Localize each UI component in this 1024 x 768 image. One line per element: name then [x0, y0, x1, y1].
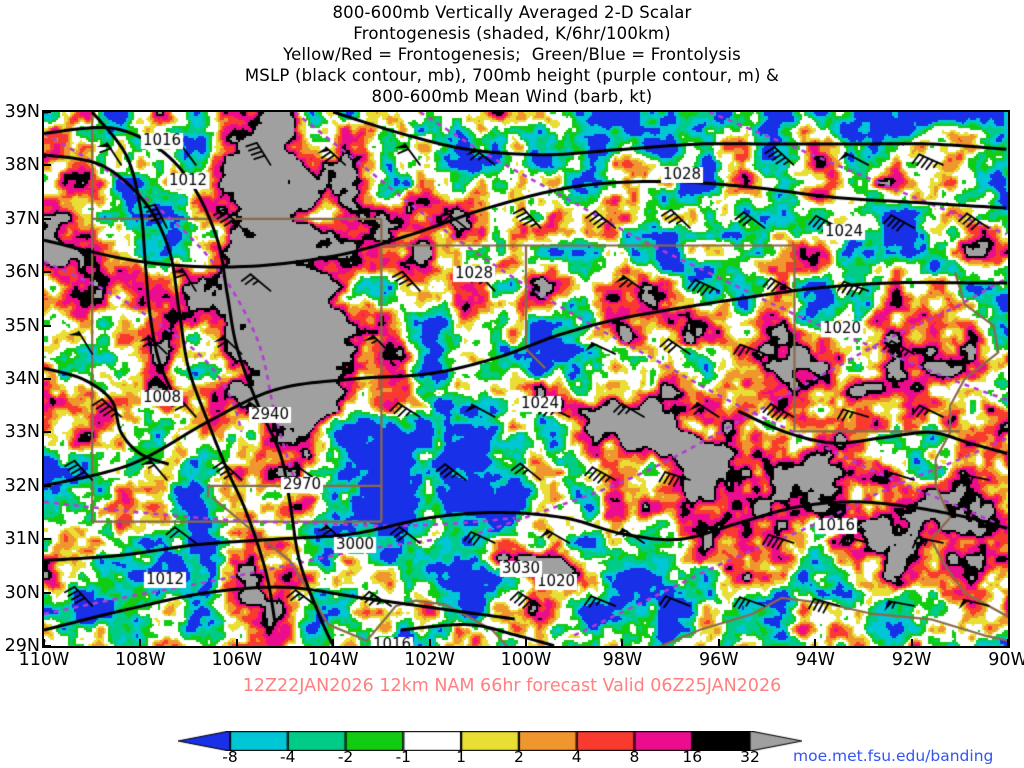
title-line-1: 800-600mb Vertically Averaged 2-D Scalar	[332, 3, 692, 22]
colorbar-tick-label: 8	[629, 748, 640, 766]
title-line-2: Frontogenesis (shaded, K/6hr/100km)	[353, 24, 671, 43]
map-plot-frame	[42, 110, 1010, 648]
chart-title-block: 800-600mb Vertically Averaged 2-D Scalar…	[0, 2, 1024, 107]
colorbar-tick-label: -2	[337, 748, 354, 766]
frontogenesis-map	[44, 112, 1008, 646]
y-axis-tick-label: 35N	[4, 315, 40, 336]
colorbar-tick-label: -8	[222, 748, 238, 766]
x-axis-tick-label: 100W	[500, 650, 552, 670]
colorbar-swatches	[178, 731, 802, 751]
x-axis-tick-label: 98W	[602, 650, 643, 670]
x-axis-tick-label: 92W	[891, 650, 932, 670]
y-axis-tick-label: 30N	[4, 582, 40, 603]
x-axis-tick-label: 90W	[988, 650, 1024, 670]
y-axis-tick-label: 38N	[4, 155, 40, 176]
y-axis-tick-label: 33N	[4, 422, 40, 443]
x-axis-tick-label: 110W	[18, 650, 70, 670]
colorbar-tick-label: -1	[395, 748, 412, 766]
y-axis-tick-label: 37N	[4, 208, 40, 229]
x-axis-tick-label: 106W	[211, 650, 263, 670]
colorbar-tick-label: -4	[280, 748, 296, 766]
y-axis-tick-label: 31N	[4, 529, 40, 550]
watermark-label: moe.met.fsu.edu/banding	[793, 747, 994, 765]
x-axis-tick-label: 96W	[699, 650, 739, 670]
colorbar	[178, 731, 802, 751]
x-axis-tick-label: 94W	[795, 650, 835, 670]
y-axis-tick-label: 34N	[4, 369, 40, 389]
y-axis-tick-label: 36N	[4, 262, 40, 283]
title-line-5: 800-600mb Mean Wind (barb, kt)	[371, 87, 653, 106]
colorbar-tick-label: 1	[456, 748, 467, 766]
forecast-caption: 12Z22JAN2026 12km NAM 66hr forecast Vali…	[242, 676, 782, 696]
colorbar-tick-label: 32	[740, 748, 760, 766]
x-axis-tick-label: 102W	[404, 650, 455, 670]
y-axis-tick-label: 32N	[4, 475, 40, 496]
colorbar-tick-label: 2	[513, 748, 524, 766]
y-axis-tick-label: 29N	[4, 636, 40, 656]
x-axis-tick-label: 104W	[307, 650, 359, 670]
colorbar-tick-label: 4	[571, 748, 582, 766]
colorbar-tick-label: 16	[682, 748, 703, 766]
title-line-4: MSLP (black contour, mb), 700mb height (…	[244, 66, 780, 85]
title-line-3: Yellow/Red = Frontogenesis; Green/Blue =…	[283, 45, 741, 64]
x-axis-tick-label: 108W	[115, 650, 166, 670]
